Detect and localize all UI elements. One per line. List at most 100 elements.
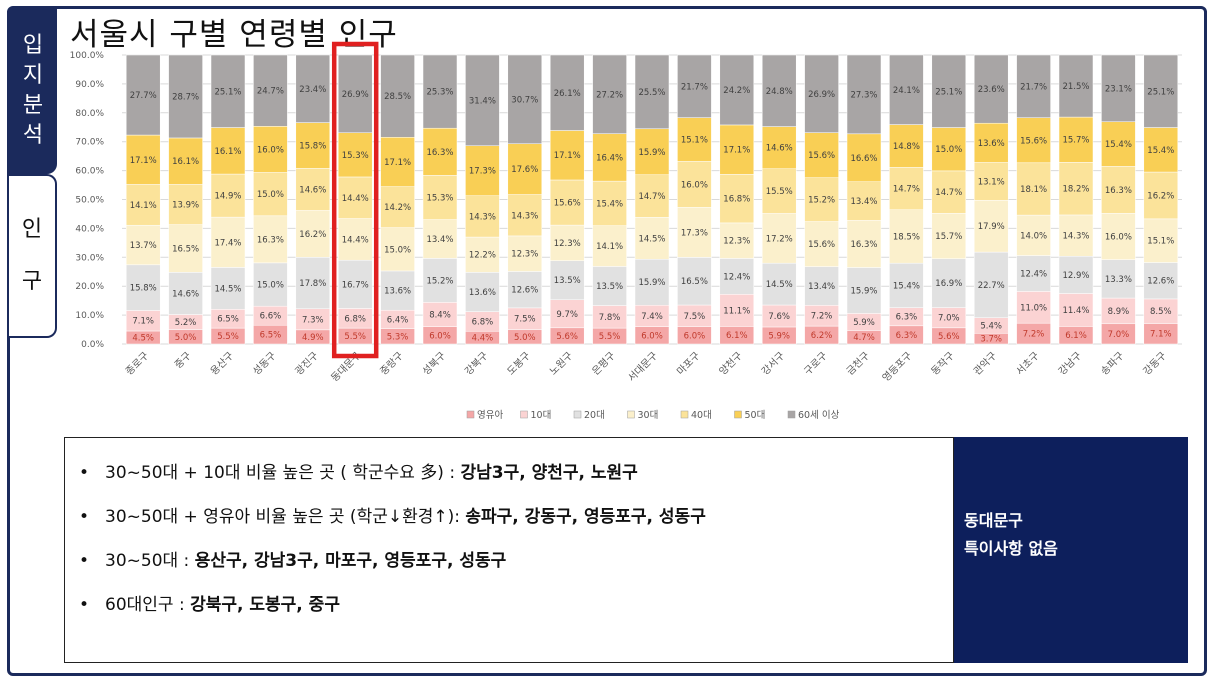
- data-label: 5.0%: [514, 333, 536, 343]
- bar-segment: [761, 54, 797, 127]
- bar-segment: [1101, 297, 1136, 325]
- data-label: 12.3%: [723, 237, 750, 247]
- bar-segment: [422, 54, 458, 129]
- tab-population[interactable]: 인 구: [9, 174, 57, 338]
- data-label: 7.3%: [302, 315, 324, 325]
- x-tick-label: 노원구: [547, 350, 575, 378]
- x-tick-label: 성북구: [420, 350, 448, 378]
- bar-segment: [719, 124, 755, 175]
- bar-segment: [931, 54, 967, 128]
- data-label: 25.5%: [638, 88, 665, 98]
- data-label: 17.1%: [130, 156, 157, 166]
- bar-segment: [719, 258, 755, 295]
- bar-segment: [804, 177, 839, 222]
- x-tick-label: 송파구: [1099, 350, 1127, 378]
- data-label: 14.3%: [1062, 232, 1089, 242]
- data-label: 16.5%: [172, 244, 199, 254]
- data-label: 16.3%: [257, 235, 284, 245]
- data-label: 4.5%: [132, 333, 154, 343]
- data-label: 6.0%: [641, 331, 663, 341]
- data-label: 14.6%: [299, 185, 326, 195]
- bar-segment: [507, 194, 543, 237]
- bar-segment: [337, 259, 373, 309]
- data-label: 14.7%: [893, 185, 920, 195]
- insight-list: 30~50대 + 10대 비율 높은 곳 ( 학군수요 多) : 강남3구, 양…: [79, 462, 706, 638]
- bar-segment: [1101, 259, 1136, 299]
- insight-item: 60대인구 : 강북구, 도봉구, 중구: [79, 594, 706, 638]
- data-label: 6.5%: [217, 315, 239, 325]
- stacked-bar-chart: 0.0% 10.0% 20.0% 30.0% 40.0% 50.0% 60.0% 70.0% 8…: [70, 41, 1182, 421]
- bar-segment: [253, 262, 288, 307]
- data-label: 6.8%: [472, 317, 494, 327]
- data-label: 15.4%: [1105, 140, 1132, 150]
- legend-label: 30대: [638, 410, 659, 421]
- insight-highlight: 강북구, 도봉구, 중구: [190, 595, 340, 615]
- bar-segment: [1101, 54, 1136, 123]
- data-label: 12.2%: [469, 251, 496, 261]
- data-label: 17.1%: [723, 146, 750, 156]
- insight-item: 30~50대 + 10대 비율 높은 곳 ( 학군수요 多) : 강남3구, 양…: [79, 462, 706, 506]
- bar-segment: [804, 221, 839, 267]
- bar-segment: [1101, 213, 1136, 260]
- data-label: 24.8%: [766, 87, 793, 97]
- data-label: 16.1%: [214, 147, 241, 157]
- data-label: 31.4%: [469, 96, 496, 106]
- data-label: 27.3%: [850, 90, 877, 100]
- y-tick-label: 0.0%: [81, 340, 104, 350]
- bar-segment: [1058, 214, 1094, 257]
- x-tick-label: 관악구: [971, 350, 999, 378]
- data-label: 15.5%: [766, 187, 793, 197]
- data-label: 14.6%: [172, 289, 199, 299]
- bar-segment: [465, 145, 500, 196]
- bar-segment: [125, 54, 161, 136]
- data-label: 11.4%: [1062, 306, 1089, 316]
- bar-segment: [422, 127, 458, 176]
- legend-label: 60세 이상: [798, 410, 840, 421]
- bar-segment: [973, 54, 1009, 124]
- bar-segment: [380, 227, 415, 272]
- data-label: 4.4%: [472, 334, 494, 344]
- data-label: 6.2%: [811, 331, 833, 341]
- bar-segment: [465, 54, 500, 146]
- data-label: 6.1%: [1065, 331, 1087, 341]
- x-tick-label: 종로구: [123, 350, 151, 378]
- data-label: 15.6%: [808, 240, 835, 250]
- bar-segment: [1016, 255, 1051, 292]
- bar-segment: [337, 132, 373, 178]
- data-label: 13.3%: [1105, 275, 1132, 285]
- data-label: 14.3%: [469, 212, 496, 222]
- bar-segment: [634, 174, 670, 218]
- bar-segment: [846, 220, 882, 268]
- bar-segment: [168, 137, 203, 185]
- data-label: 14.7%: [935, 188, 962, 198]
- insight-highlight: 용산구, 강남3구, 마포구, 영등포구, 성동구: [194, 551, 507, 571]
- bar-segment: [337, 54, 373, 133]
- data-label: 8.9%: [1108, 307, 1130, 317]
- tab-char: 인: [21, 217, 43, 242]
- bar-segment: [1016, 214, 1051, 256]
- data-label: 15.8%: [130, 284, 157, 294]
- bar-segment: [1143, 54, 1179, 128]
- data-label: 7.1%: [132, 317, 154, 327]
- data-label: 14.5%: [638, 234, 665, 244]
- bar-segment: [295, 257, 331, 309]
- data-label: 6.0%: [429, 331, 451, 341]
- data-label: 6.8%: [344, 314, 366, 324]
- data-label: 30.7%: [511, 95, 538, 105]
- data-label: 15.2%: [808, 196, 835, 206]
- bar-segment: [931, 127, 967, 172]
- data-label: 21.5%: [1062, 82, 1089, 92]
- bar-segment: [168, 54, 203, 139]
- bar-segment: [1058, 255, 1094, 294]
- data-label: 16.7%: [342, 280, 369, 290]
- data-label: 24.7%: [257, 87, 284, 97]
- data-label: 15.8%: [299, 141, 326, 151]
- data-label: 5.6%: [938, 332, 960, 342]
- data-label: 5.9%: [853, 318, 875, 328]
- tab-location-analysis[interactable]: 입 지 분 석: [9, 8, 57, 174]
- data-label: 18.1%: [1020, 185, 1047, 195]
- data-label: 13.1%: [978, 177, 1005, 187]
- bar-segment: [422, 219, 458, 259]
- bar-segment: [634, 217, 670, 260]
- data-label: 15.6%: [554, 199, 581, 209]
